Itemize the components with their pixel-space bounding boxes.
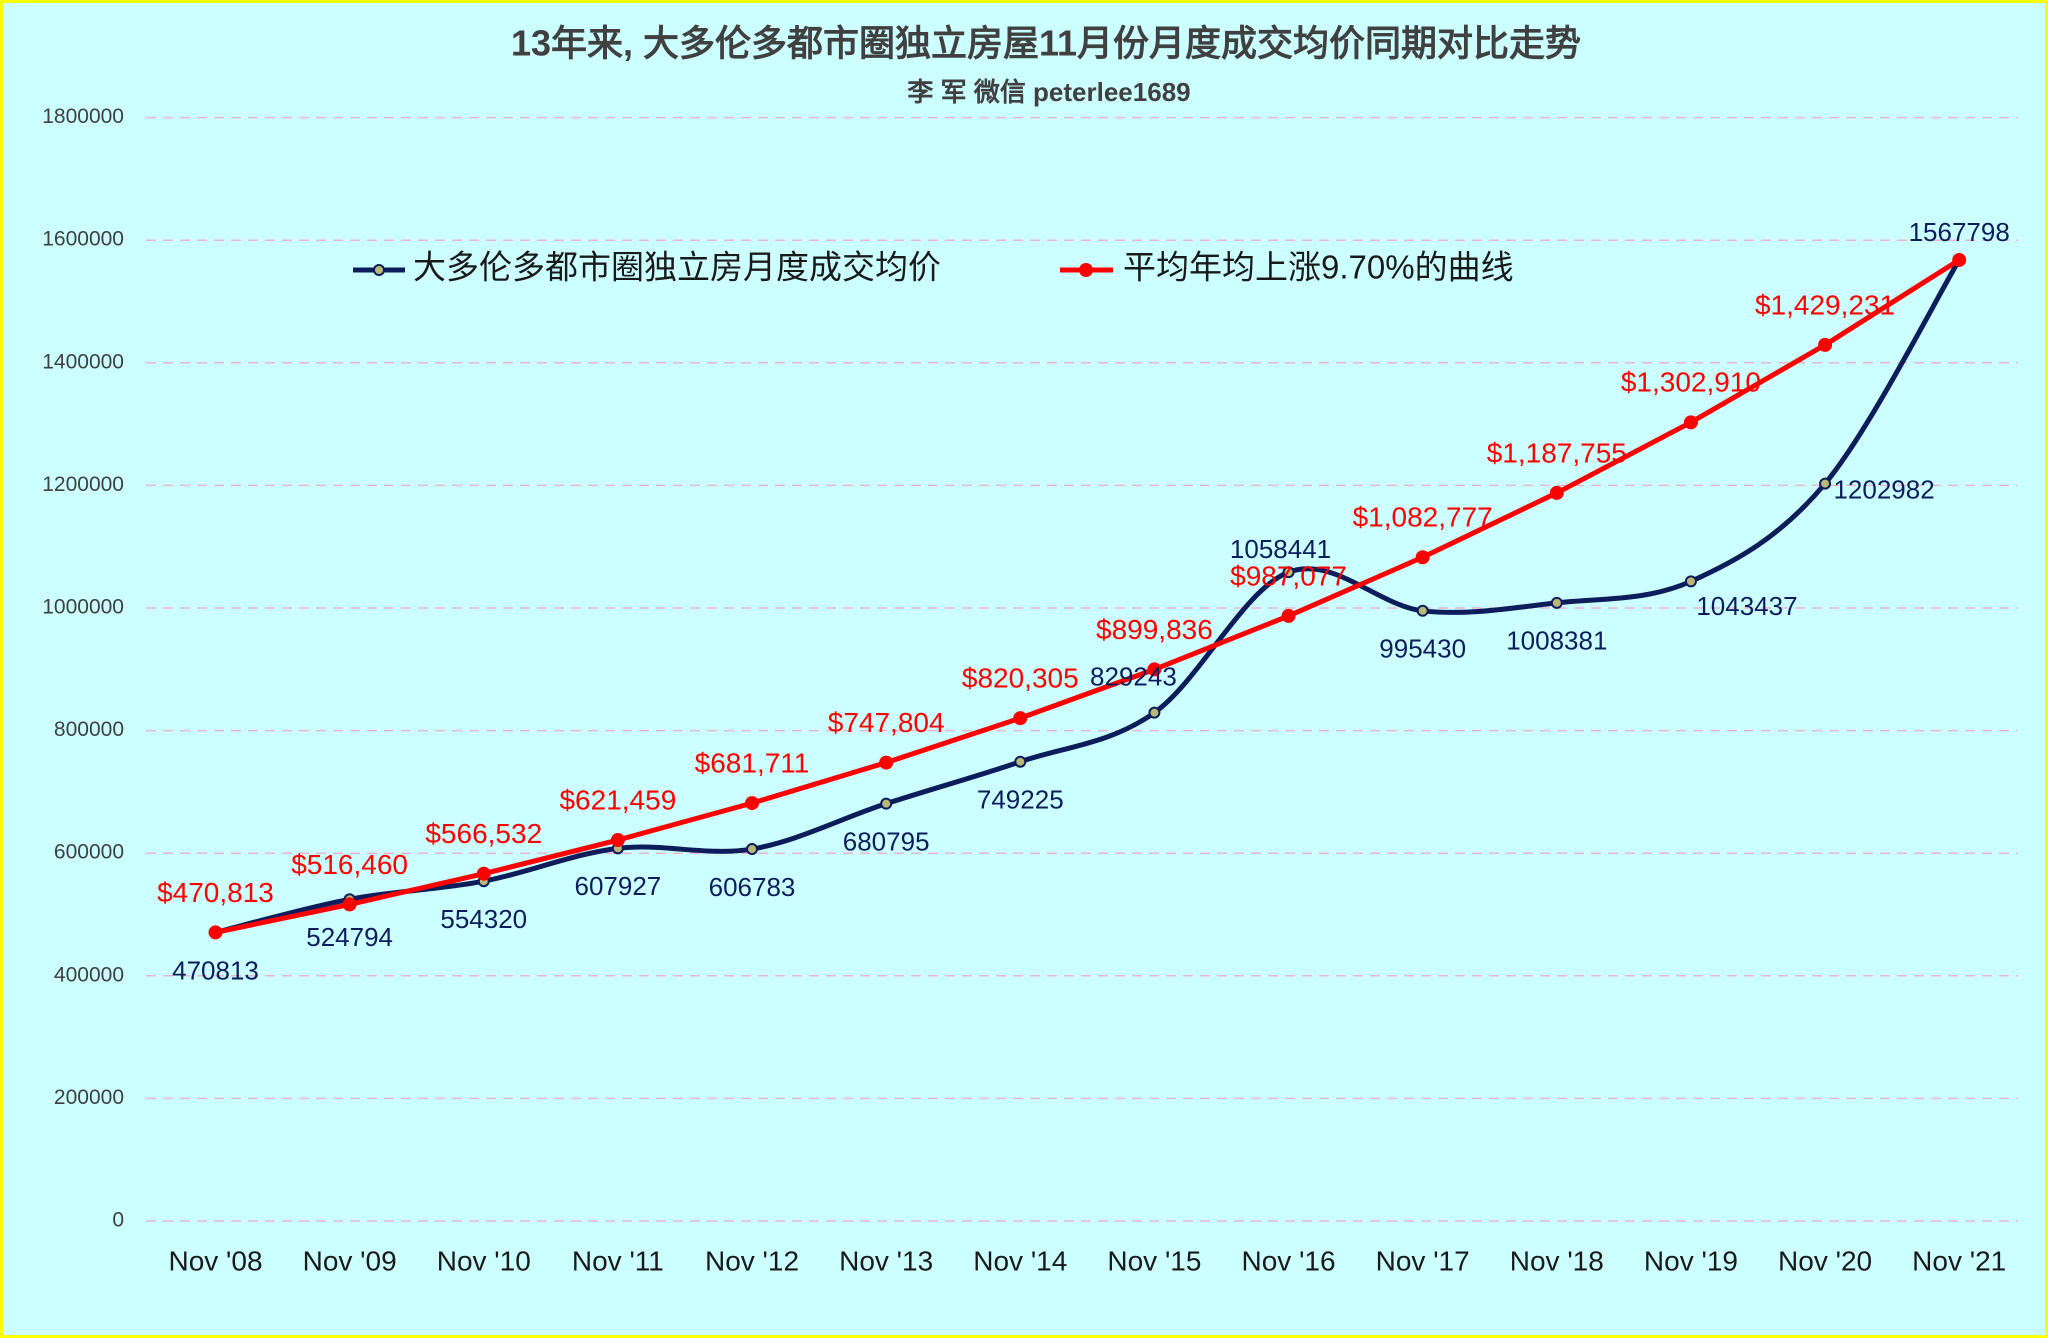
- data-label-navy: 680795: [843, 827, 930, 857]
- data-point-red: [342, 897, 357, 912]
- data-point-red: [879, 755, 894, 770]
- data-label-navy: 1043437: [1696, 591, 1797, 621]
- y-tick-label: 1200000: [42, 473, 124, 496]
- data-point-red: [208, 925, 223, 940]
- x-tick-label: Nov '19: [1644, 1245, 1738, 1276]
- data-label-navy: 470813: [172, 955, 259, 985]
- data-point-red: [745, 796, 760, 811]
- data-point-navy: [1684, 575, 1697, 588]
- data-label-red: $1,187,755: [1487, 437, 1627, 468]
- chart-subtitle: 李 军 微信 peterlee1689: [906, 77, 1190, 107]
- data-label-navy: 607927: [575, 871, 662, 901]
- legend-entry-navy: 大多伦多都市圈独立房月度成交均价: [353, 249, 941, 286]
- y-tick-label: 1600000: [42, 228, 124, 251]
- data-label-navy: 1202982: [1833, 474, 1934, 504]
- x-tick-label: Nov '10: [437, 1245, 531, 1276]
- data-label-navy: 1058441: [1230, 534, 1331, 564]
- y-tick-label: 200000: [54, 1086, 124, 1109]
- x-tick-label: Nov '12: [705, 1245, 799, 1276]
- y-tick-label: 1000000: [42, 596, 124, 619]
- x-tick-label: Nov '18: [1510, 1245, 1604, 1276]
- x-tick-label: Nov '17: [1376, 1245, 1470, 1276]
- data-point-red: [1818, 337, 1833, 352]
- y-tick-label: 800000: [54, 718, 124, 741]
- data-label-red: $1,429,231: [1755, 289, 1895, 320]
- data-label-red: $516,460: [291, 849, 408, 880]
- data-label-red: $1,302,910: [1621, 367, 1761, 398]
- legend-marker-red: [1079, 263, 1093, 277]
- data-point-red: [476, 866, 491, 881]
- legend-marker-navy: [373, 264, 385, 276]
- data-label-red: $987,077: [1230, 560, 1347, 591]
- data-labels: 470813 524794 554320 607927 606783 680795 7492…: [157, 217, 2010, 985]
- data-label-red: $470,813: [157, 877, 274, 908]
- data-label-navy: 554320: [440, 904, 527, 934]
- legend: 大多伦多都市圈独立房月度成交均价 平均年均上涨9.70%的曲线: [353, 249, 1514, 286]
- data-label-navy: 749225: [977, 785, 1064, 815]
- legend-label-red: 平均年均上涨9.70%的曲线: [1123, 249, 1514, 286]
- data-point-navy: [1416, 604, 1429, 617]
- data-label-navy: 995430: [1379, 634, 1466, 664]
- data-point-red: [1147, 662, 1162, 677]
- x-tick-label: Nov '08: [168, 1245, 262, 1276]
- data-point-navy: [1550, 596, 1563, 609]
- series-line-navy: [214, 258, 1962, 935]
- data-point-navy: [1014, 755, 1027, 768]
- data-point-navy: [1148, 706, 1161, 719]
- y-tick-label: 1800000: [42, 105, 124, 128]
- series-lines: [214, 257, 1962, 935]
- data-point-navy: [746, 843, 759, 856]
- data-label-red: $681,711: [695, 748, 810, 779]
- data-label-navy: 1567798: [1909, 217, 2010, 247]
- legend-label-navy: 大多伦多都市圈独立房月度成交均价: [413, 249, 941, 286]
- data-point-red: [1683, 415, 1698, 430]
- data-label-red: $747,804: [828, 707, 945, 738]
- data-label-navy: 829243: [1090, 662, 1177, 692]
- y-tick-label: 600000: [54, 841, 124, 864]
- data-point-red: [1415, 550, 1430, 565]
- data-label-navy: 606783: [709, 872, 796, 902]
- y-tick-label: 400000: [54, 963, 124, 986]
- data-point-navy: [1819, 477, 1832, 490]
- series-markers: [208, 252, 1967, 940]
- x-tick-label: Nov '14: [973, 1245, 1067, 1276]
- data-point-red: [610, 833, 625, 848]
- y-tick-label: 1400000: [42, 350, 124, 373]
- data-point-red: [1952, 252, 1967, 267]
- data-label-red: $899,836: [1096, 614, 1213, 645]
- data-label-navy: 1008381: [1506, 626, 1607, 656]
- legend-entry-red: 平均年均上涨9.70%的曲线: [1060, 249, 1514, 286]
- data-point-navy: [1282, 566, 1295, 579]
- data-label-red: $621,459: [559, 784, 676, 815]
- y-axis-tick-labels: 0 200000 400000 600000 800000 1000000 1200000 1…: [42, 105, 124, 1231]
- x-tick-label: Nov '09: [303, 1245, 397, 1276]
- data-label-red: $1,082,777: [1353, 502, 1493, 533]
- series-line-red: [214, 257, 1961, 935]
- data-point-navy: [880, 797, 893, 810]
- data-label-red: $566,532: [425, 818, 542, 849]
- x-tick-label: Nov '15: [1107, 1245, 1201, 1276]
- data-point-red: [1013, 711, 1028, 726]
- chart-title: 13年来, 大多伦多都市圈独立房屋11月份月度成交均价同期对比走势: [511, 23, 1581, 64]
- x-tick-label: Nov '21: [1912, 1245, 2006, 1276]
- x-tick-label: Nov '11: [572, 1245, 664, 1276]
- x-axis-tick-labels: Nov '08 Nov '09 Nov '10 Nov '11 Nov '12 Nov '…: [168, 1245, 2006, 1276]
- gridlines: [146, 116, 2018, 1222]
- data-point-red: [1281, 608, 1296, 623]
- x-tick-label: Nov '13: [839, 1245, 933, 1276]
- x-tick-label: Nov '20: [1778, 1245, 1872, 1276]
- data-label-red: $820,305: [962, 663, 1079, 694]
- data-point-red: [1549, 485, 1564, 500]
- y-tick-label: 0: [112, 1209, 124, 1232]
- data-label-navy: 524794: [306, 922, 393, 952]
- x-tick-label: Nov '16: [1242, 1245, 1336, 1276]
